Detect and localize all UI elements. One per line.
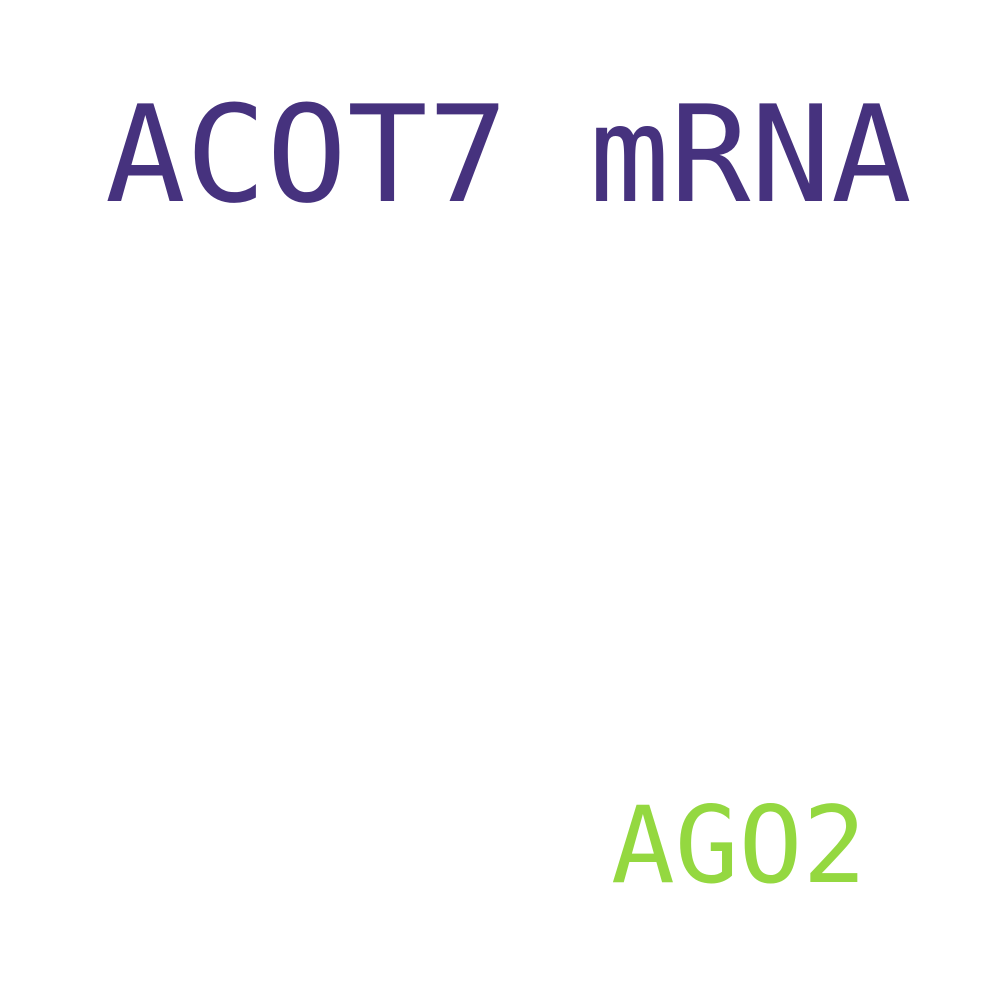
word-acot7-mrna: ACOT7 mRNA: [105, 77, 912, 233]
word-ago2: AGO2: [611, 784, 867, 907]
